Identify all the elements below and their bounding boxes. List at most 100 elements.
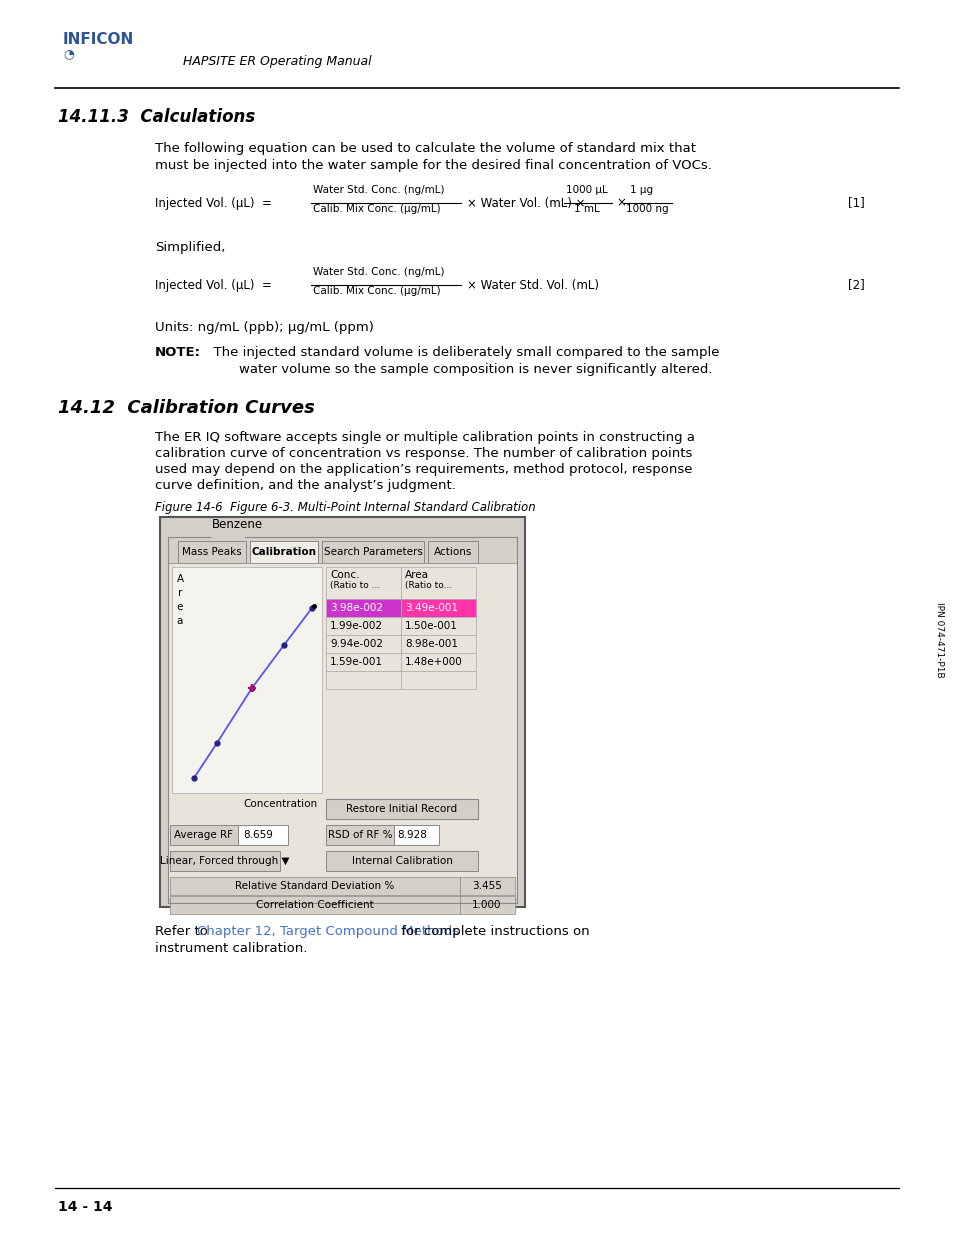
Bar — [394, 825, 438, 845]
Bar — [168, 563, 517, 899]
Bar — [326, 653, 400, 671]
Text: 1000 ng: 1000 ng — [625, 204, 668, 214]
Bar — [172, 567, 322, 793]
Text: RSD of RF %: RSD of RF % — [328, 830, 392, 840]
Bar — [400, 567, 476, 599]
Text: The ER IQ software accepts single or multiple calibration points in constructing: The ER IQ software accepts single or mul… — [154, 431, 695, 445]
Text: 3.455: 3.455 — [472, 881, 501, 890]
Text: 14.12  Calibration Curves: 14.12 Calibration Curves — [58, 399, 314, 417]
Bar — [326, 825, 394, 845]
Bar — [400, 653, 476, 671]
Bar — [400, 599, 476, 618]
Bar — [326, 635, 400, 653]
Bar — [459, 897, 515, 914]
Text: Actions: Actions — [434, 547, 472, 557]
Text: 1.48e+000: 1.48e+000 — [405, 657, 462, 667]
Text: Mass Peaks: Mass Peaks — [182, 547, 242, 557]
Text: Concentration: Concentration — [244, 799, 317, 809]
Text: 3.49e-001: 3.49e-001 — [405, 603, 457, 613]
Text: The following equation can be used to calculate the volume of standard mix that: The following equation can be used to ca… — [154, 142, 696, 156]
Text: 1.59e-001: 1.59e-001 — [330, 657, 382, 667]
Bar — [170, 851, 280, 871]
Text: Linear, Forced through ▼: Linear, Forced through ▼ — [160, 856, 290, 866]
Text: × Water Std. Vol. (mL): × Water Std. Vol. (mL) — [467, 279, 598, 291]
Text: 8.928: 8.928 — [396, 830, 426, 840]
Text: 1.000: 1.000 — [472, 900, 501, 910]
Text: [2]: [2] — [847, 279, 863, 291]
Text: 8.98e-001: 8.98e-001 — [405, 638, 457, 650]
Text: 3.98e-002: 3.98e-002 — [330, 603, 382, 613]
Text: Benzene: Benzene — [212, 519, 263, 531]
Bar — [170, 825, 237, 845]
Text: must be injected into the water sample for the desired final concentration of VO: must be injected into the water sample f… — [154, 159, 711, 172]
Bar — [400, 635, 476, 653]
Text: Water Std. Conc. (ng/mL): Water Std. Conc. (ng/mL) — [313, 267, 444, 277]
Bar — [400, 671, 476, 689]
Text: A: A — [176, 574, 183, 584]
Text: HAPSITE ER Operating Manual: HAPSITE ER Operating Manual — [183, 56, 372, 68]
Text: calibration curve of concentration vs response. The number of calibration points: calibration curve of concentration vs re… — [154, 447, 692, 459]
Bar — [326, 851, 477, 871]
Text: Calib. Mix Conc. (μg/mL): Calib. Mix Conc. (μg/mL) — [313, 204, 440, 214]
Text: Correlation Coefficient: Correlation Coefficient — [255, 900, 374, 910]
Bar — [459, 877, 515, 895]
Bar — [160, 517, 524, 906]
Text: 1000 μL: 1000 μL — [565, 185, 607, 195]
Bar — [400, 618, 476, 635]
Text: Units: ng/mL (ppb); μg/mL (ppm): Units: ng/mL (ppb); μg/mL (ppm) — [154, 321, 374, 333]
Text: used may depend on the application’s requirements, method protocol, response: used may depend on the application’s req… — [154, 463, 692, 475]
Text: Chapter 12, Target Compound Methods: Chapter 12, Target Compound Methods — [196, 925, 458, 939]
Text: 14.11.3  Calculations: 14.11.3 Calculations — [58, 107, 255, 126]
Bar — [326, 599, 400, 618]
Text: Simplified,: Simplified, — [154, 241, 225, 254]
Bar — [178, 541, 246, 563]
Text: Area: Area — [405, 571, 429, 580]
Text: r: r — [177, 588, 182, 598]
Bar — [326, 618, 400, 635]
Text: Relative Standard Deviation %: Relative Standard Deviation % — [235, 881, 395, 890]
Bar — [237, 825, 288, 845]
Text: ×: × — [616, 196, 625, 210]
Text: INFICON: INFICON — [63, 32, 134, 47]
Text: water volume so the sample composition is never significantly altered.: water volume so the sample composition i… — [205, 363, 712, 375]
Text: Restore Initial Record: Restore Initial Record — [346, 804, 457, 814]
Text: Conc.: Conc. — [330, 571, 359, 580]
Text: 1.50e-001: 1.50e-001 — [405, 621, 457, 631]
Text: Calib. Mix Conc. (μg/mL): Calib. Mix Conc. (μg/mL) — [313, 287, 440, 296]
Text: Injected Vol. (μL)  =: Injected Vol. (μL) = — [154, 196, 272, 210]
Bar — [326, 671, 400, 689]
Text: Internal Calibration: Internal Calibration — [352, 856, 452, 866]
Text: 1 μg: 1 μg — [629, 185, 653, 195]
Bar — [170, 877, 459, 895]
Text: Search Parameters: Search Parameters — [323, 547, 422, 557]
Text: Average RF: Average RF — [174, 830, 233, 840]
Text: The injected standard volume is deliberately small compared to the sample: The injected standard volume is delibera… — [205, 346, 719, 359]
Bar — [326, 799, 477, 819]
Text: ◔: ◔ — [63, 47, 73, 61]
Text: Calibration: Calibration — [252, 547, 316, 557]
Text: (Ratio to...: (Ratio to... — [405, 580, 452, 590]
Text: NOTE:: NOTE: — [154, 346, 201, 359]
Text: e: e — [176, 601, 183, 613]
Text: Figure 14-6  Figure 6-3. Multi-Point Internal Standard Calibration: Figure 14-6 Figure 6-3. Multi-Point Inte… — [154, 501, 536, 514]
Bar — [322, 541, 423, 563]
Text: Water Std. Conc. (ng/mL): Water Std. Conc. (ng/mL) — [313, 185, 444, 195]
Text: 14 - 14: 14 - 14 — [58, 1200, 112, 1214]
Bar — [326, 567, 400, 599]
Bar — [428, 541, 477, 563]
Text: [1]: [1] — [847, 196, 863, 210]
Text: (Ratio to ...: (Ratio to ... — [330, 580, 380, 590]
Bar — [170, 897, 459, 914]
Text: a: a — [176, 616, 183, 626]
Bar — [250, 541, 317, 563]
Text: curve definition, and the analyst’s judgment.: curve definition, and the analyst’s judg… — [154, 479, 456, 492]
Text: × Water Vol. (mL) ×: × Water Vol. (mL) × — [467, 196, 585, 210]
Text: 1 mL: 1 mL — [574, 204, 599, 214]
Text: Refer to: Refer to — [154, 925, 212, 939]
Text: instrument calibration.: instrument calibration. — [154, 942, 307, 955]
Text: 1.99e-002: 1.99e-002 — [330, 621, 382, 631]
Text: 9.94e-002: 9.94e-002 — [330, 638, 382, 650]
Text: for complete instructions on: for complete instructions on — [396, 925, 589, 939]
Text: IPN 074-471-P1B: IPN 074-471-P1B — [935, 603, 943, 678]
Text: Injected Vol. (μL)  =: Injected Vol. (μL) = — [154, 279, 272, 291]
